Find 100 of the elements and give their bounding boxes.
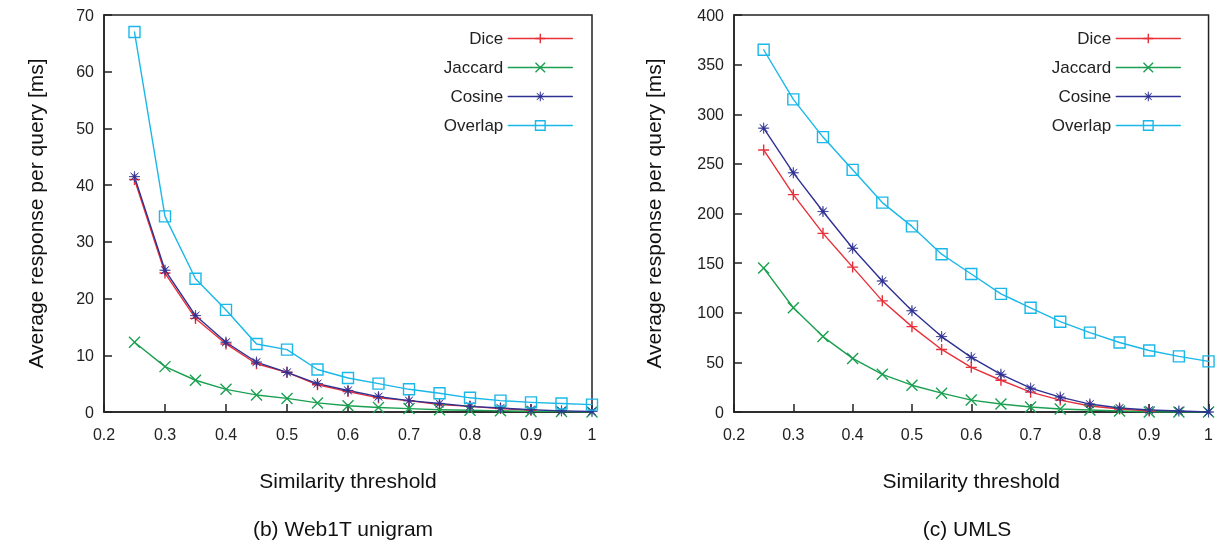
- point: [311, 396, 324, 410]
- y-tick-label: 0: [715, 403, 725, 421]
- point: [994, 397, 1008, 411]
- point: [433, 403, 446, 416]
- point: [1054, 402, 1067, 416]
- legend-label: Overlap: [443, 116, 504, 135]
- x-tick-label: 1: [587, 425, 597, 443]
- point: [935, 330, 948, 343]
- x-tick-label: 0.4: [214, 425, 238, 443]
- point: [402, 402, 416, 415]
- legend-label: Dice: [469, 29, 504, 48]
- x-axis-title: Similarity threshold: [259, 469, 437, 492]
- y-tick-label: 10: [76, 346, 95, 364]
- point: [1024, 301, 1037, 314]
- point: [965, 393, 978, 407]
- point: [1054, 315, 1067, 328]
- point: [250, 388, 263, 402]
- legend-label: Overlap: [1051, 116, 1112, 135]
- point: [906, 304, 918, 317]
- y-tick-label: 350: [697, 56, 725, 74]
- point: [311, 363, 324, 376]
- point: [158, 210, 172, 223]
- point: [372, 401, 385, 414]
- y-tick-label: 70: [76, 6, 95, 24]
- point: [787, 167, 800, 179]
- point: [219, 303, 233, 317]
- legend-label: Jaccard: [1051, 58, 1112, 77]
- point: [965, 361, 978, 374]
- y-tick-label: 30: [76, 233, 95, 251]
- legend-label: Cosine: [450, 87, 504, 106]
- point: [1113, 336, 1126, 349]
- legend-label: Jaccard: [443, 58, 504, 77]
- point: [1083, 326, 1097, 339]
- x-tick-label: 0.7: [397, 425, 421, 443]
- point: [1143, 344, 1156, 357]
- point: [965, 267, 978, 281]
- x-tick-label: 1: [1204, 425, 1214, 443]
- y-tick-label: 60: [76, 63, 95, 81]
- x-tick-label: 0.9: [1138, 425, 1161, 443]
- y-tick-label: 250: [697, 155, 725, 173]
- x-tick-label: 0.5: [900, 425, 924, 443]
- point: [817, 205, 829, 218]
- point: [787, 301, 800, 314]
- point: [965, 351, 978, 364]
- y-tick-label: 200: [697, 205, 725, 222]
- point: [994, 287, 1008, 301]
- point: [757, 261, 770, 275]
- point: [555, 397, 568, 410]
- point: [1024, 382, 1037, 394]
- point: [341, 371, 355, 385]
- y-tick-label: 100: [697, 304, 725, 322]
- x-tick-label: 0.9: [519, 425, 543, 443]
- point: [995, 368, 1007, 381]
- point: [189, 272, 202, 285]
- point: [876, 275, 889, 287]
- point: [1054, 391, 1067, 403]
- y-tick-label: 50: [706, 353, 725, 371]
- point: [876, 294, 889, 308]
- point: [757, 122, 770, 134]
- point: [524, 396, 538, 409]
- x-tick-label: 0.8: [1078, 425, 1102, 443]
- x-tick-label: 0.2: [722, 425, 746, 443]
- point: [280, 343, 294, 356]
- point: [846, 242, 859, 255]
- y-axis-title: Average response per query [ms]: [642, 58, 665, 369]
- point: [1202, 355, 1215, 368]
- x-tick-label: 0.8: [458, 425, 482, 443]
- point: [905, 379, 919, 392]
- x-tick-label: 0.5: [275, 425, 299, 443]
- y-tick-label: 20: [76, 290, 95, 308]
- text: (b) Web1T unigram: [252, 517, 434, 540]
- point: [876, 368, 889, 381]
- y-tick-label: 0: [85, 403, 95, 421]
- x-axis-title: Similarity threshold: [882, 469, 1060, 492]
- point: [463, 404, 477, 417]
- point: [935, 386, 948, 400]
- point: [757, 143, 770, 157]
- point: [846, 260, 859, 274]
- y-tick-label: 40: [76, 176, 95, 194]
- point: [935, 343, 948, 356]
- x-tick-label: 0.2: [92, 425, 116, 443]
- y-tick-label: 150: [697, 254, 725, 272]
- y-tick-label: 300: [697, 105, 725, 123]
- point: [219, 383, 233, 396]
- legend-label: Dice: [1077, 29, 1112, 48]
- point: [905, 320, 919, 333]
- point: [158, 360, 172, 373]
- point: [787, 93, 800, 106]
- x-tick-label: 0.4: [841, 425, 864, 443]
- text: (c) UMLS: [922, 517, 1012, 540]
- x-tick-label: 0.7: [1019, 425, 1042, 443]
- point: [1172, 350, 1186, 363]
- x-tick-label: 0.6: [336, 425, 360, 443]
- point: [846, 163, 859, 177]
- x-tick-label: 0.3: [782, 425, 805, 443]
- point: [816, 330, 830, 343]
- point: [876, 196, 889, 209]
- point: [341, 399, 355, 412]
- point: [250, 337, 263, 351]
- x-tick-label: 0.3: [153, 425, 177, 443]
